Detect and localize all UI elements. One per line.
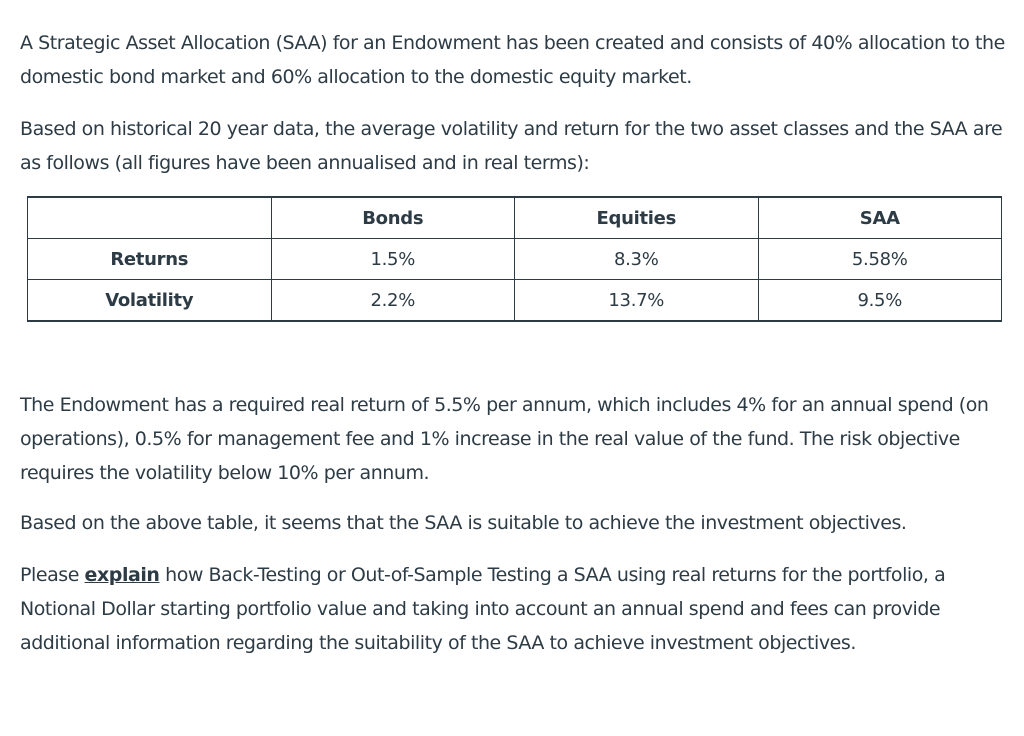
- table-header-row: Bonds Equities SAA: [27, 196, 1002, 239]
- returns-bonds-cell: 1.5%: [270, 238, 515, 280]
- table-header-bonds: Bonds: [270, 196, 515, 239]
- suitability-paragraph: Based on the above table, it seems that …: [20, 512, 907, 534]
- question-text-start: Please: [20, 564, 85, 586]
- row-label-returns: Returns: [27, 238, 272, 280]
- historical-data-paragraph: Based on historical 20 year data, the av…: [20, 118, 1003, 174]
- table-row: Returns 1.5% 8.3% 5.58%: [27, 238, 1002, 280]
- table-header-saa: SAA: [757, 196, 1002, 239]
- saa-table: Bonds Equities SAA Returns 1.5% 8.3% 5.5…: [27, 196, 1002, 322]
- intro-paragraph: A Strategic Asset Allocation (SAA) for a…: [20, 32, 1005, 88]
- saa-table-container: Bonds Equities SAA Returns 1.5% 8.3% 5.5…: [27, 196, 1002, 322]
- requirement-paragraph: The Endowment has a required real return…: [20, 394, 989, 484]
- volatility-saa-cell: 9.5%: [757, 279, 1002, 322]
- table-row: Volatility 2.2% 13.7% 9.5%: [27, 279, 1002, 322]
- volatility-equities-cell: 13.7%: [514, 279, 759, 322]
- returns-equities-cell: 8.3%: [514, 238, 759, 280]
- question-paragraph: Please explain how Back-Testing or Out-o…: [20, 558, 1005, 660]
- table-header-equities: Equities: [514, 196, 759, 239]
- row-label-volatility: Volatility: [27, 279, 272, 322]
- question-text-end: how Back-Testing or Out-of-Sample Testin…: [20, 564, 946, 654]
- volatility-bonds-cell: 2.2%: [270, 279, 515, 322]
- table-header-blank: [27, 196, 272, 239]
- returns-saa-cell: 5.58%: [757, 238, 1002, 280]
- question-emphasis: explain: [84, 564, 160, 586]
